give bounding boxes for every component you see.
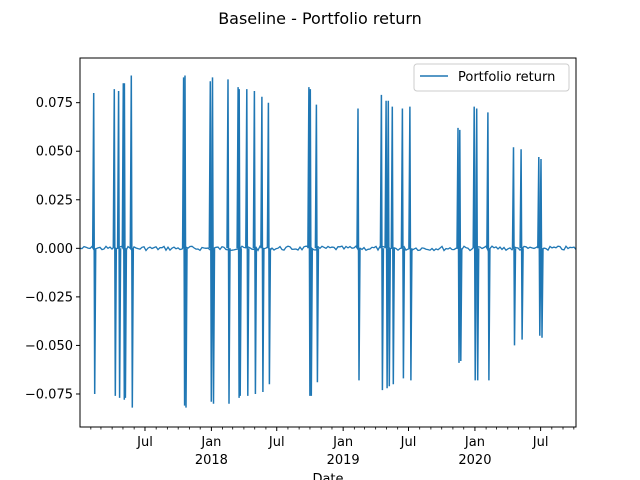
series-spike (226, 79, 231, 404)
x-tick-label: Jul (268, 435, 285, 450)
series-spike (183, 75, 188, 408)
x-tick-label: Jul (532, 435, 549, 450)
x-tick-label: Jan (200, 435, 221, 450)
series-spike (245, 89, 250, 396)
series-spike (308, 89, 314, 396)
y-tick-label: −0.025 (25, 290, 73, 305)
series-spike (379, 94, 385, 391)
x-axis: Jul Jan 2018 Jul Jan 2019 Jul Jan 2020 Jul (90, 427, 575, 468)
x-tick-year-label: 2020 (458, 453, 491, 468)
series-spike (314, 104, 320, 383)
series-spike (400, 108, 406, 379)
series-spike (237, 89, 242, 396)
y-tick-label: −0.050 (25, 339, 73, 354)
series-spike (390, 106, 396, 385)
x-tick-year-label: 2019 (327, 453, 360, 468)
series-spike (210, 77, 216, 404)
series-spike (472, 106, 477, 381)
y-tick-label: 0.000 (36, 242, 73, 257)
series-baseline-noise (79, 245, 577, 252)
legend: Portfolio return (413, 63, 570, 92)
x-tick-label: Jul (400, 435, 417, 450)
series-spike (91, 92, 97, 395)
series-spike (386, 100, 392, 387)
y-tick-label: 0.025 (36, 193, 73, 208)
series-spike (116, 90, 122, 398)
series-spike (266, 102, 272, 385)
legend-box (413, 63, 570, 92)
plot-series-group (79, 75, 577, 408)
y-axis: −0.075 −0.050 −0.025 0.000 0.025 0.050 0.075 (25, 96, 80, 402)
x-axis-label: Date (312, 472, 343, 480)
series-spike (511, 147, 517, 346)
series-spike (356, 108, 361, 381)
chart-title: Baseline - Portfolio return (218, 9, 422, 28)
x-tick-label: Jan (464, 435, 485, 450)
series-spike (486, 112, 491, 381)
axes-frame (79, 57, 577, 428)
series-spike (458, 129, 463, 362)
legend-label: Portfolio return (458, 70, 555, 85)
series-spike (260, 96, 265, 393)
y-tick-label: 0.050 (36, 145, 73, 160)
series-spike (112, 89, 118, 396)
series-spike (474, 108, 480, 381)
series-spike (539, 158, 544, 338)
series-spike (129, 75, 135, 408)
series-spike (408, 106, 413, 381)
x-tick-label: Jul (136, 435, 153, 450)
y-tick-label: 0.075 (36, 96, 73, 111)
y-tick-label: −0.075 (25, 387, 73, 402)
x-tick-year-label: 2018 (195, 453, 228, 468)
x-tick-label: Jan (332, 435, 353, 450)
series-spike (252, 90, 258, 395)
series-spike (519, 149, 524, 340)
series-spike (122, 83, 128, 398)
